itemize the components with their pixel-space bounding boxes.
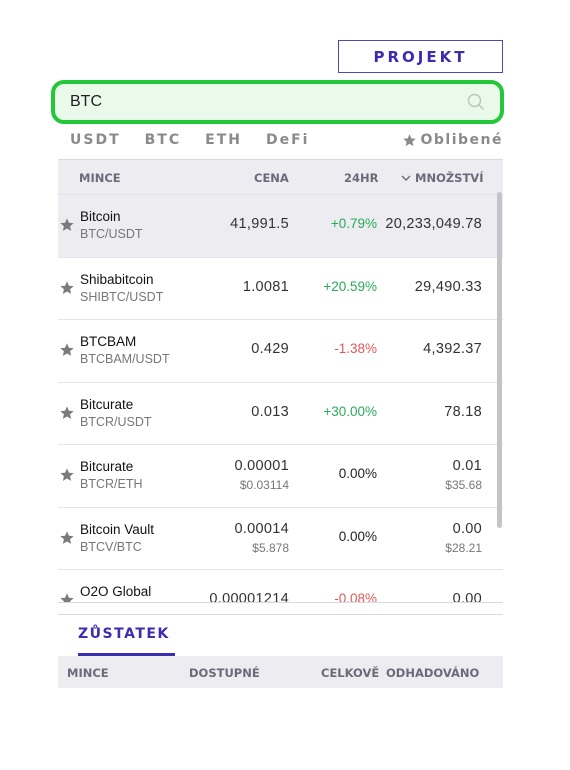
bal-col-available[interactable]: DOSTUPNÉ	[189, 666, 260, 680]
tab-favorites[interactable]: Oblibené	[402, 132, 504, 148]
coin-name: O2O Global	[80, 584, 152, 599]
tab-btc[interactable]: BTC	[144, 132, 182, 148]
coin-change: -1.38%	[334, 341, 377, 356]
coin-name: Shibabitcoin	[80, 271, 154, 287]
coin-quantity-usd: $35.68	[445, 478, 482, 492]
coin-name: Bitcurate	[80, 396, 134, 412]
table-body: Bitcoin BTC/USDT 41,991.5 +0.79% 20,233,049.…	[58, 195, 503, 603]
star-icon[interactable]	[59, 467, 75, 483]
table-header: MINCE CENA 24HR MNOŽSTVÍ	[58, 160, 503, 195]
coin-pair: SHIBTC/USDT	[80, 289, 164, 304]
tab-balance[interactable]: ZŮSTATEK	[78, 626, 170, 642]
coin-quantity-usd: $28.21	[445, 540, 482, 555]
coin-price: 0.00001	[234, 458, 289, 474]
coin-price: 0.013	[251, 403, 289, 420]
table-row[interactable]: Bitcurate BTCR/USDT 0.013 +30.00% 78.18	[58, 383, 503, 445]
coin-name: Bitcoin	[80, 209, 121, 224]
projekt-button[interactable]: PROJEKT	[338, 40, 503, 73]
coin-quantity: 0.00	[452, 520, 482, 537]
col-quantity[interactable]: MNOŽSTVÍ	[401, 171, 484, 185]
coin-name: Bitcoin Vault	[80, 521, 155, 537]
search-icon[interactable]	[466, 92, 486, 112]
coin-pair: BTCBAM/USDT	[80, 352, 170, 366]
coin-price: 0.00001214	[209, 591, 289, 603]
star-icon	[402, 133, 416, 146]
star-icon[interactable]	[59, 217, 75, 233]
coin-pair: BTCR/ETH	[80, 477, 143, 491]
table-scrollbar[interactable]	[497, 192, 502, 528]
col-quantity-label: MNOŽSTVÍ	[415, 171, 484, 185]
coin-pair: BTC/USDT	[80, 227, 143, 241]
table-row[interactable]: Shibabitcoin SHIBTC/USDT 1.0081 +20.59% 29,4…	[58, 258, 503, 320]
coin-change: -0.08%	[334, 591, 377, 603]
market-table: MINCE CENA 24HR MNOŽSTVÍ Bitcoin BTC/USDT…	[58, 159, 503, 603]
coin-quantity: 29,490.33	[414, 278, 482, 295]
coin-quantity: 0.01	[452, 458, 482, 474]
star-icon[interactable]	[59, 592, 75, 603]
bal-col-estimated[interactable]: ODHADOVÁNO	[386, 666, 480, 680]
table-row[interactable]: Bitcoin BTC/USDT 41,991.5 +0.79% 20,233,049.…	[58, 195, 503, 258]
bal-col-total[interactable]: CELKOVĚ	[321, 666, 380, 680]
coin-quantity: 0.00	[452, 591, 482, 603]
table-row[interactable]: Bitcurate BTCR/ETH 0.00001 $0.03114 0.00% 0.0…	[58, 445, 503, 508]
market-tabs: USDT BTC ETH DeFi Oblibené	[58, 129, 503, 151]
table-row[interactable]: O2O GlobalPayment0.00001214-0.08%0.00	[58, 570, 503, 603]
coin-price-usd: $5.878	[252, 540, 289, 555]
favorites-label: Oblibené	[420, 132, 503, 148]
coin-price: 0.00014	[234, 520, 289, 537]
coin-change: +0.79%	[330, 216, 377, 231]
coin-pair: BTCV/BTC	[80, 539, 142, 554]
coin-change: +30.00%	[323, 403, 377, 419]
search-box[interactable]	[51, 80, 504, 124]
coin-price: 41,991.5	[230, 216, 289, 232]
chevron-down-icon	[401, 175, 411, 181]
coin-price: 1.0081	[242, 278, 289, 295]
coin-change: +20.59%	[323, 278, 377, 294]
active-tab-indicator	[78, 653, 175, 656]
tab-usdt[interactable]: USDT	[70, 132, 121, 148]
coin-price: 0.429	[251, 341, 289, 357]
star-icon[interactable]	[59, 280, 75, 296]
tab-eth[interactable]: ETH	[205, 132, 242, 148]
coin-pair: BTCR/USDT	[80, 414, 152, 429]
col-change[interactable]: 24HR	[344, 171, 379, 185]
search-input[interactable]	[70, 93, 466, 111]
col-price[interactable]: CENA	[254, 171, 289, 185]
coin-quantity: 4,392.37	[423, 341, 482, 357]
coin-name: Bitcurate	[80, 459, 134, 474]
col-coin[interactable]: MINCE	[79, 171, 121, 185]
coin-price-usd: $0.03114	[239, 478, 289, 492]
table-row[interactable]: BTCBAM BTCBAM/USDT 0.429 -1.38% 4,392.37	[58, 320, 503, 383]
star-icon[interactable]	[59, 530, 75, 546]
coin-name: BTCBAM	[80, 334, 137, 349]
star-icon[interactable]	[59, 342, 75, 358]
table-row[interactable]: Bitcoin Vault BTCV/BTC 0.00014 $5.878 0.00% 0…	[58, 508, 503, 570]
divider	[58, 602, 503, 603]
balance-tabs: ZŮSTATEK	[58, 614, 503, 656]
bal-col-coin[interactable]: MINCE	[67, 666, 109, 680]
tab-defi[interactable]: DeFi	[265, 132, 310, 148]
coin-change: 0.00%	[338, 466, 377, 481]
star-icon[interactable]	[59, 405, 75, 421]
balance-table-header: MINCE DOSTUPNÉ CELKOVĚ ODHADOVÁNO	[58, 656, 503, 688]
coin-change: 0.00%	[338, 528, 377, 544]
coin-quantity: 20,233,049.78	[385, 216, 482, 232]
coin-quantity: 78.18	[444, 403, 482, 420]
